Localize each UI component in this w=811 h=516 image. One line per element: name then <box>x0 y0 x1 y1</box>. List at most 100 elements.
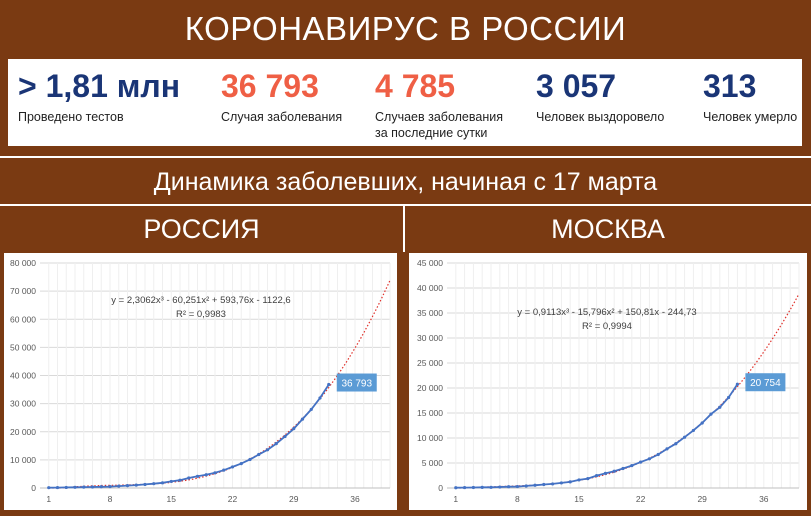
data-point <box>309 407 313 412</box>
data-point <box>568 480 572 484</box>
trendline-equation: y = 2,3062x³ - 60,251x² + 593,76x - 1122… <box>111 295 290 306</box>
stat-daily-value: 4 785 <box>375 68 456 104</box>
data-point <box>612 469 616 473</box>
data-point <box>727 395 731 400</box>
data-point <box>691 428 695 433</box>
y-tick-label: 20 000 <box>417 383 443 393</box>
data-point <box>630 463 634 468</box>
stat-tests-label: Проведено тестов <box>18 110 124 124</box>
data-point <box>639 460 643 464</box>
data-point <box>489 485 493 489</box>
divider <box>403 206 405 252</box>
x-tick-label: 8 <box>515 494 520 504</box>
y-tick-label: 0 <box>31 483 36 493</box>
y-tick-label: 10 000 <box>417 433 443 443</box>
data-point <box>463 485 467 490</box>
stat-daily-label-line1: Случаев заболевания <box>375 110 503 124</box>
data-point <box>647 457 651 461</box>
data-point <box>480 485 484 489</box>
x-tick-label: 29 <box>697 494 707 504</box>
callout-box <box>336 373 377 392</box>
stat-daily-label: Случаев заболевания за последние сутки <box>375 109 503 141</box>
data-point <box>327 382 331 387</box>
data-point <box>55 485 60 490</box>
y-tick-label: 80 000 <box>10 258 36 268</box>
data-point <box>99 485 103 489</box>
data-point <box>213 471 217 475</box>
data-point <box>143 482 147 487</box>
page-title: КОРОНАВИРУС В РОССИИ <box>184 10 627 47</box>
y-tick-label: 20 000 <box>10 427 36 437</box>
y-tick-label: 30 000 <box>10 399 36 409</box>
data-point <box>204 473 208 477</box>
region-title-russia: РОССИЯ <box>143 213 260 244</box>
data-point <box>471 485 475 490</box>
trendline-r2: R² = 0,9983 <box>176 309 226 320</box>
data-point <box>230 465 235 469</box>
stat-cases-value: 36 793 <box>221 68 319 104</box>
data-point <box>709 412 713 416</box>
data-point <box>239 462 243 466</box>
divider <box>0 156 811 158</box>
data-point <box>187 476 191 480</box>
data-point <box>454 486 458 490</box>
stat-cases-label: Случая заболевания <box>221 110 343 124</box>
stat-recovered-value: 3 057 <box>536 68 617 104</box>
data-point <box>195 474 200 478</box>
data-point <box>82 485 86 489</box>
data-point <box>551 482 555 486</box>
x-tick-label: 36 <box>759 494 769 504</box>
data-point <box>283 434 287 439</box>
stat-cases: 36 793 Случая заболевания <box>221 67 342 125</box>
data-point <box>134 483 138 487</box>
data-point <box>700 421 704 425</box>
data-point <box>117 484 121 488</box>
y-tick-label: 50 000 <box>10 342 36 352</box>
data-point <box>718 405 722 409</box>
stat-daily-label-line2: за последние сутки <box>375 126 488 140</box>
data-point <box>586 477 590 481</box>
data-point <box>248 457 252 462</box>
data-point <box>577 478 581 482</box>
data-point <box>274 442 278 446</box>
chart-russia: 0 10 000 20 000 30 000 40 000 50 000 60 000 70 … <box>10 258 391 504</box>
chart-russia-panel: 0 10 000 20 000 30 000 40 000 50 000 60 000 70 … <box>4 253 397 510</box>
x-tick-label: 15 <box>574 494 584 504</box>
data-point <box>125 484 130 488</box>
y-tick-label: 5 000 <box>422 458 444 468</box>
data-point <box>507 485 511 489</box>
stat-deaths: 313 Человек умерло <box>703 67 797 125</box>
data-point <box>656 452 660 457</box>
y-tick-label: 25 000 <box>417 358 443 368</box>
data-point <box>108 485 112 489</box>
y-tick-label: 45 000 <box>417 258 443 268</box>
callout-label: 20 754 <box>750 378 781 389</box>
data-point <box>90 485 95 489</box>
data-point <box>257 452 261 457</box>
stat-deaths-value: 313 <box>703 68 757 104</box>
data-point <box>178 478 182 482</box>
y-tick-label: 40 000 <box>10 371 36 381</box>
data-point <box>665 447 669 451</box>
data-point <box>735 382 739 386</box>
data-point <box>73 485 77 489</box>
data-point <box>674 442 678 446</box>
x-tick-label: 1 <box>453 494 458 504</box>
data-point <box>152 482 156 486</box>
section-subtitle: Динамика заболевших, начиная с 17 марта <box>153 167 658 196</box>
trendline-equation: y = 0,9113x³ - 15,796x² + 150,81x - 244,… <box>517 307 696 318</box>
y-tick-label: 70 000 <box>10 286 36 296</box>
callout-box <box>745 373 786 392</box>
divider <box>0 204 811 206</box>
stats-panel: > 1,81 млн Проведено тестов 36 793 Случа… <box>8 59 802 146</box>
data-point <box>515 484 519 489</box>
x-tick-label: 1 <box>46 494 51 504</box>
x-tick-label: 22 <box>636 494 646 504</box>
data-point <box>222 468 226 472</box>
y-tick-label: 60 000 <box>10 314 36 324</box>
callout-label: 36 793 <box>341 379 372 390</box>
stat-tests: > 1,81 млн Проведено тестов <box>18 67 180 125</box>
data-point <box>169 479 173 484</box>
data-point <box>683 435 687 439</box>
